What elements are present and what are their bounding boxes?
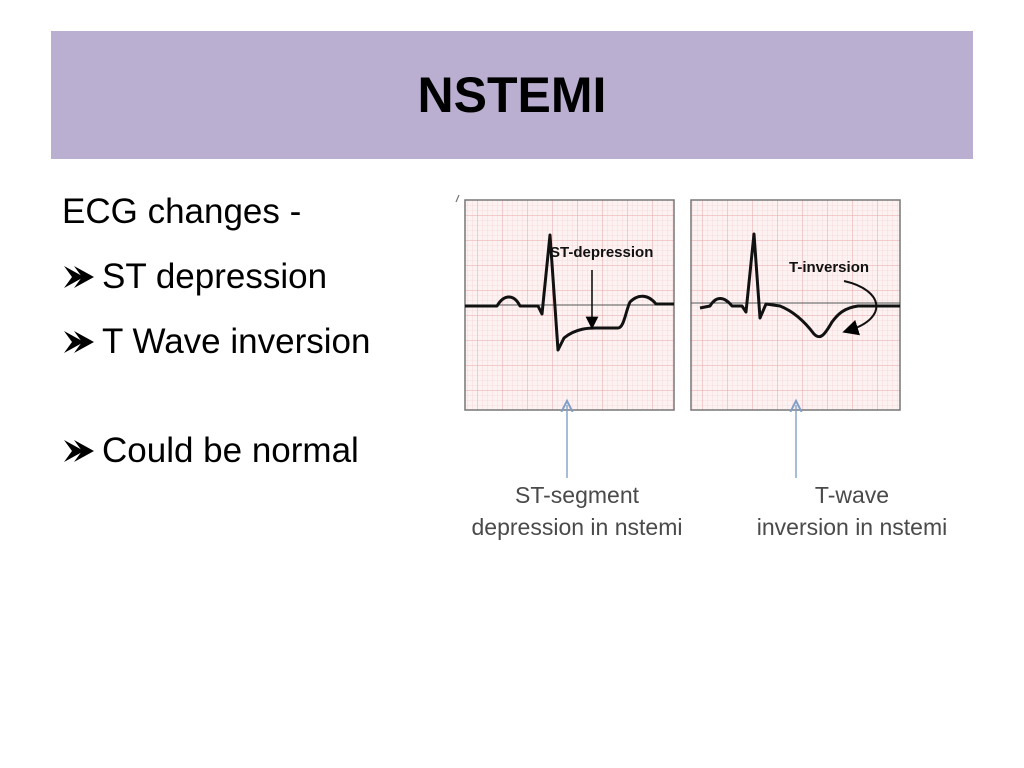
- ecg-trace-t-inversion: [699, 232, 900, 339]
- t-inversion-label: T-inversion: [789, 259, 869, 276]
- ecg-panel-st-depression: ST-depression: [464, 199, 675, 411]
- bullet-item: Could be normal: [62, 429, 442, 473]
- bullet-list: ECG changes - ST depression T Wave inver…: [62, 190, 442, 494]
- caption-st-segment: ST-segment depression in nstemi: [452, 479, 702, 543]
- bullet-item: T Wave inversion: [62, 320, 442, 364]
- arrow-bullet-icon: [64, 440, 94, 462]
- arrow-bullet-icon: [64, 266, 94, 288]
- title-bar: NSTEMI: [51, 31, 973, 159]
- corner-mark: [455, 194, 460, 203]
- caption-line: depression in nstemi: [471, 514, 683, 540]
- caption-t-wave: T-wave inversion in nstemi: [732, 479, 972, 543]
- caption-line: inversion in nstemi: [756, 514, 948, 540]
- content-heading: ECG changes -: [62, 192, 302, 231]
- caption-line: T-wave: [814, 482, 890, 508]
- t-pointer-arrow: [842, 280, 878, 336]
- ecg-panel-t-inversion: T-inversion: [690, 199, 901, 411]
- ecg-diagram: ST-depression T-inversion: [455, 194, 901, 478]
- st-depression-label: ST-depression: [550, 244, 653, 261]
- ecg-figure: ST-depression T-inversion ST-segment dep…: [452, 190, 972, 550]
- arrow-bullet-icon: [64, 331, 94, 353]
- bullet-item: ST depression: [62, 255, 442, 299]
- bullet-text: ST depression: [102, 257, 328, 296]
- caption-line: ST-segment: [515, 482, 639, 508]
- bullet-text: T Wave inversion: [102, 322, 371, 361]
- bullet-text: Could be normal: [102, 431, 359, 470]
- slide-title: NSTEMI: [417, 67, 607, 123]
